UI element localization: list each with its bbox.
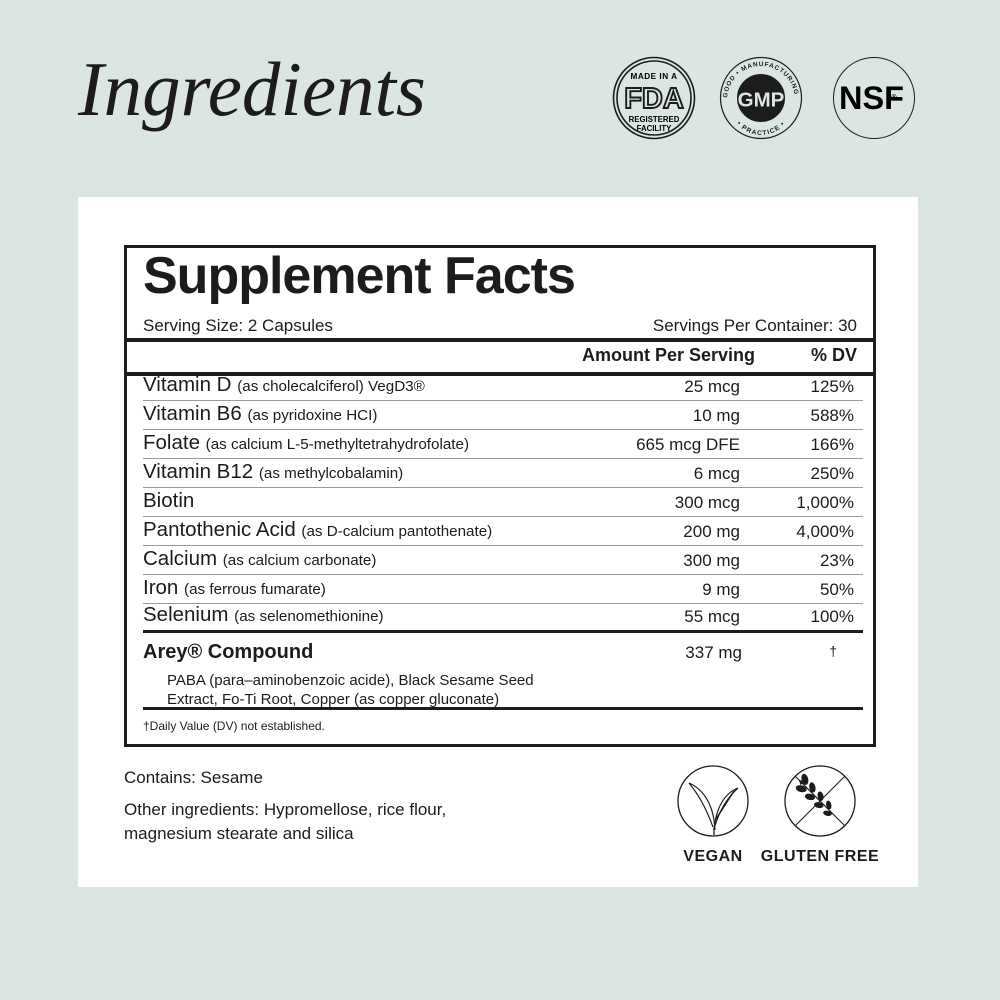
svg-text:GLUTEN FREE: GLUTEN FREE [761,848,879,865]
svg-text:VEGAN: VEGAN [683,848,742,865]
